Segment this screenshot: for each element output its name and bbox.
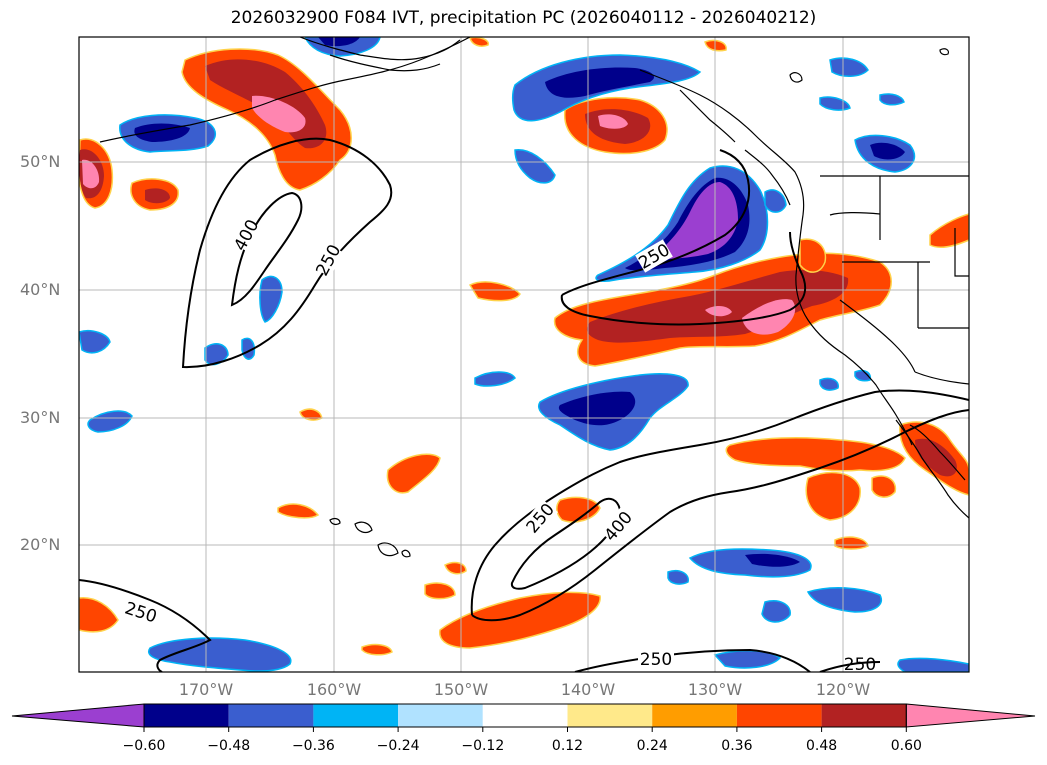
colorbar-tick-label: −0.36 — [291, 738, 335, 754]
colorbar-tick-label: 0.60 — [890, 738, 922, 754]
colorbar-tick-label: 0.48 — [806, 738, 838, 754]
colorbar-tick-label: −0.48 — [207, 738, 251, 754]
contour-label-250-bottom-right: 250 — [844, 655, 876, 675]
colorbar-tick-label: 0.12 — [551, 738, 584, 754]
colorbar-bin-2 — [228, 704, 314, 727]
lon-label-140w: 140°W — [560, 680, 616, 699]
lat-label-40n: 40°N — [20, 280, 61, 299]
gridlines — [79, 37, 969, 672]
map-plot-area: 400 250 250 250 400 250 250 250 — [79, 37, 969, 675]
colorbar-extend-left — [11, 703, 145, 728]
colorbar-tick-label: −0.12 — [461, 738, 505, 754]
colorbar-tick-label: −0.24 — [376, 738, 420, 754]
negative-anomaly-regions — [79, 37, 969, 672]
lon-label-170w: 170°W — [178, 680, 234, 699]
lat-label-30n: 30°N — [20, 408, 61, 427]
colorbar-bin-4 — [398, 704, 483, 727]
contour-label-250-bottom: 250 — [640, 650, 672, 670]
colorbar-bin-1 — [144, 704, 229, 727]
map-frame — [78, 36, 970, 673]
lon-label-160w: 160°W — [306, 680, 362, 699]
lat-label-50n: 50°N — [20, 152, 61, 171]
colorbar-bin-9 — [821, 704, 907, 727]
colorbar-extend-right — [905, 703, 1036, 728]
coastlines — [99, 37, 969, 558]
ivt-contours — [79, 137, 969, 672]
colorbar-bin-8 — [736, 704, 822, 727]
map-title: 2026032900 F084 IVT, precipitation PC (2… — [230, 8, 817, 28]
lat-label-20n: 20°N — [20, 535, 61, 554]
colorbar-bin-3 — [313, 704, 399, 727]
lon-label-150w: 150°W — [433, 680, 489, 699]
lon-label-120w: 120°W — [815, 680, 871, 699]
colorbar-tick-label: 0.36 — [721, 738, 753, 754]
colorbar — [11, 703, 1036, 732]
colorbar-bin-7 — [652, 704, 737, 727]
colorbar-tick-label: −0.60 — [122, 738, 166, 754]
lon-label-130w: 130°W — [687, 680, 743, 699]
colorbar-bin-5 — [482, 704, 568, 727]
colorbar-tick-label: 0.24 — [636, 738, 668, 754]
colorbar-bin-6 — [567, 704, 653, 727]
